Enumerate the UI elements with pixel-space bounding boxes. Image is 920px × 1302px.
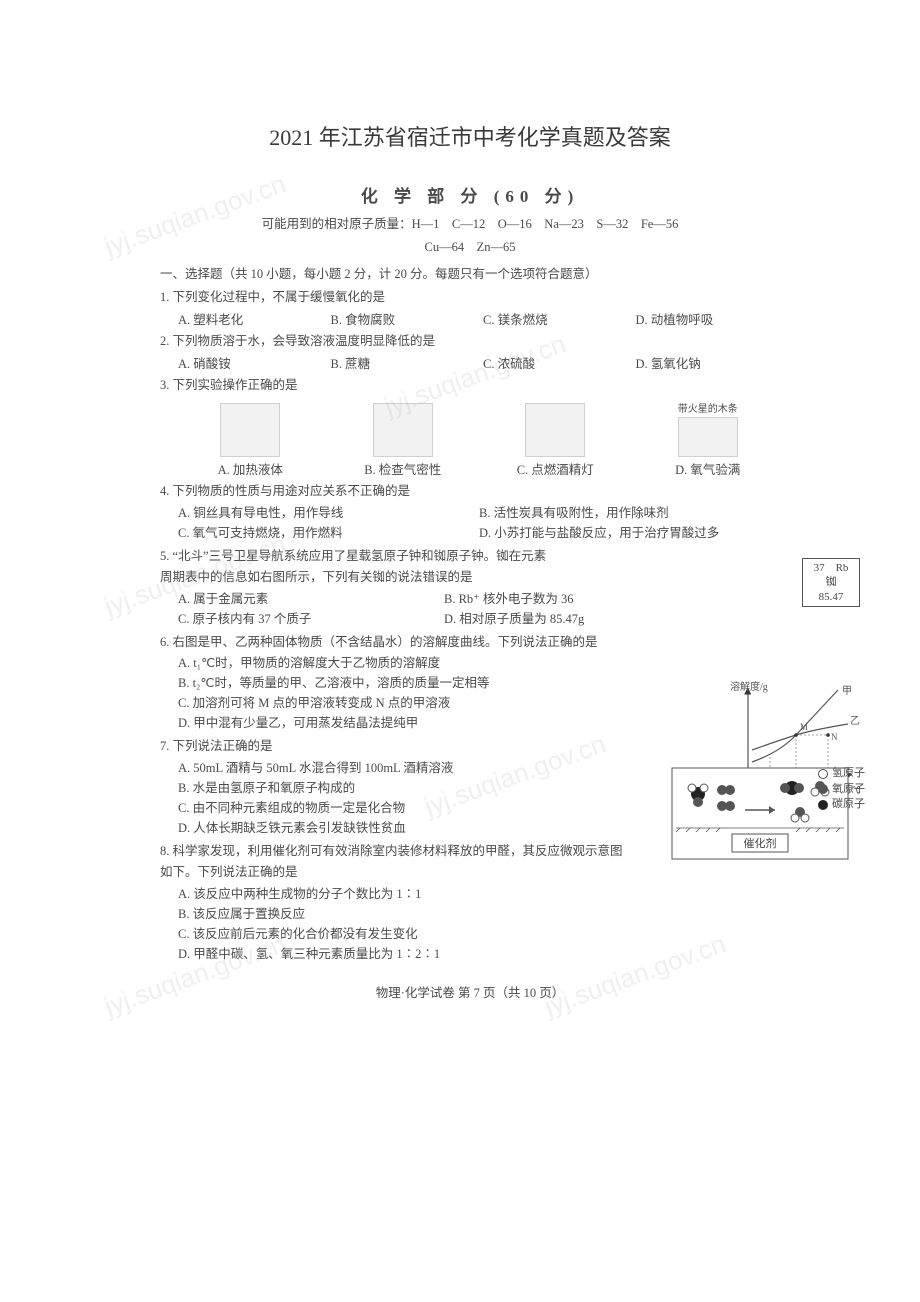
legend-h: 氢原子: [818, 766, 865, 781]
q4-opt-a: A. 铜丝具有导电性，用作导线: [178, 503, 479, 523]
q1-opt-d: D. 动植物呼吸: [636, 309, 781, 328]
q3-opt-d: D. 氧气验满: [636, 459, 781, 478]
airtight-check-icon: [373, 403, 433, 457]
q6-options: A. t₁℃时，甲物质的溶解度大于乙物质的溶解度 B. t₂℃时，等质量的甲、乙…: [178, 653, 780, 733]
q6-opt-a: A. t₁℃时，甲物质的溶解度大于乙物质的溶解度: [178, 653, 640, 673]
q3-opt-c: C. 点燃酒精灯: [483, 459, 628, 478]
q3-fig-b: B. 检查气密性: [331, 403, 476, 478]
carbon-atom-icon: [818, 800, 828, 810]
svg-text:乙: 乙: [850, 715, 860, 727]
q3-opt-b: B. 检查气密性: [331, 459, 476, 478]
q2-options: A. 硝酸铵 B. 蔗糖 C. 浓硫酸 D. 氢氧化钠: [178, 353, 780, 372]
legend-c: 碳原子: [818, 797, 865, 812]
element-number-symbol: 37 Rb: [803, 561, 859, 575]
q1-opt-b: B. 食物腐败: [331, 309, 476, 328]
heating-liquid-icon: [220, 403, 280, 457]
hydrogen-atom-icon: [818, 769, 828, 779]
page-footer: 物理·化学试卷 第 7 页（共 10 页）: [160, 982, 780, 1001]
q5-stem-2: 周期表中的信息如右图所示，下列有关铷的说法错误的是: [160, 568, 780, 587]
q8-stem-2: 如下。下列说法正确的是: [160, 863, 780, 882]
q4-stem: 4. 下列物质的性质与用途对应关系不正确的是: [160, 482, 780, 501]
q8-opt-a: A. 该反应中两种生成物的分子个数比为 1∶1: [178, 884, 580, 904]
curve-jia: [752, 690, 838, 762]
legend-h-label: 氢原子: [832, 766, 865, 781]
q6-stem: 6. 右图是甲、乙两种固体物质（不含结晶水）的溶解度曲线。下列说法正确的是: [160, 633, 780, 652]
catalyst-label: 催化剂: [744, 836, 777, 850]
section-instructions: 一、选择题（共 10 小题，每小题 2 分，计 20 分。每题只有一个选项符合题…: [160, 263, 780, 282]
q6-opt-d: D. 甲中混有少量乙，可用蒸发结晶法提纯甲: [178, 713, 640, 733]
oxygen-atom-icon: [818, 784, 828, 794]
element-name: 铷: [803, 575, 859, 589]
q8-opt-b: B. 该反应属于置换反应: [178, 904, 580, 924]
section-title: 化 学 部 分 (60 分): [160, 182, 780, 207]
legend-c-label: 碳原子: [832, 797, 865, 812]
q8-opt-d: D. 甲醛中碳、氢、氧三种元素质量比为 1∶2∶1: [178, 944, 580, 964]
q1-opt-a: A. 塑料老化: [178, 309, 323, 328]
svg-text:甲: 甲: [842, 686, 852, 697]
q1-options: A. 塑料老化 B. 食物腐败 C. 镁条燃烧 D. 动植物呼吸: [178, 309, 780, 328]
q3-fig-d: 带火星的木条 D. 氧气验满: [636, 400, 781, 478]
q2-opt-b: B. 蔗糖: [331, 353, 476, 372]
reaction-legend: 氢原子 氧原子 碳原子: [818, 766, 865, 812]
atomic-masses-2: Cu—64 Zn—65: [160, 236, 780, 255]
legend-o-label: 氧原子: [832, 782, 865, 797]
q4-opt-b: B. 活性炭具有吸附性，用作除味剂: [479, 503, 780, 523]
q5-opt-b: B. Rb⁺ 核外电子数为 36: [444, 589, 710, 609]
element-mass: 85.47: [803, 590, 859, 604]
q3-figure-row: A. 加热液体 B. 检查气密性 C. 点燃酒精灯 带火星的木条 D. 氧气验满: [178, 400, 780, 478]
q1-opt-c: C. 镁条燃烧: [483, 309, 628, 328]
q2-opt-d: D. 氢氧化钠: [636, 353, 781, 372]
q8-opt-c: C. 该反应前后元素的化合价都没有发生变化: [178, 924, 580, 944]
q3-fig-c: C. 点燃酒精灯: [483, 403, 628, 478]
element-info-box: 37 Rb 铷 85.47: [802, 558, 860, 607]
q4-opt-c: C. 氧气可支持燃烧，用作燃料: [178, 523, 479, 543]
exam-page: 2021 年江苏省宿迁市中考化学真题及答案 化 学 部 分 (60 分) 可能用…: [0, 0, 920, 1041]
q5-opt-c: C. 原子核内有 37 个质子: [178, 609, 444, 629]
q2-opt-c: C. 浓硫酸: [483, 353, 628, 372]
q3-stem: 3. 下列实验操作正确的是: [160, 376, 780, 395]
q3-fig-a: A. 加热液体: [178, 403, 323, 478]
q7-stem: 7. 下列说法正确的是: [160, 737, 780, 756]
light-burner-icon: [525, 403, 585, 457]
svg-text:N: N: [831, 732, 838, 742]
q3-opt-a: A. 加热液体: [178, 459, 323, 478]
q3-fig-d-label: 带火星的木条: [636, 400, 781, 415]
q8-options: A. 该反应中两种生成物的分子个数比为 1∶1 B. 该反应属于置换反应 C. …: [178, 884, 780, 964]
q2-stem: 2. 下列物质溶于水，会导致溶液温度明显降低的是: [160, 332, 780, 351]
q4-opt-d: D. 小苏打能与盐酸反应，用于治疗胃酸过多: [479, 523, 780, 543]
q4-options: A. 铜丝具有导电性，用作导线 C. 氧气可支持燃烧，用作燃料 B. 活性炭具有…: [178, 503, 780, 543]
legend-o: 氧原子: [818, 782, 865, 797]
q5-opt-d: D. 相对原子质量为 85.47g: [444, 609, 710, 629]
page-title: 2021 年江苏省宿迁市中考化学真题及答案: [160, 120, 780, 152]
atomic-masses-1: 可能用到的相对原子质量：H—1 C—12 O—16 Na—23 S—32 Fe—…: [160, 213, 780, 232]
svg-text:M: M: [800, 722, 808, 732]
q6-opt-c: C. 加溶剂可将 M 点的甲溶液转变成 N 点的甲溶液: [178, 693, 640, 713]
oxygen-full-icon: [678, 417, 738, 457]
q5-opt-a: A. 属于金属元素: [178, 589, 444, 609]
q6-opt-b: B. t₂℃时，等质量的甲、乙溶液中，溶质的质量一定相等: [178, 673, 640, 693]
y-axis-label: 溶解度/g: [730, 680, 768, 693]
q2-opt-a: A. 硝酸铵: [178, 353, 323, 372]
q5-options: A. 属于金属元素 C. 原子核内有 37 个质子 B. Rb⁺ 核外电子数为 …: [178, 589, 780, 629]
q1-stem: 1. 下列变化过程中，不属于缓慢氧化的是: [160, 288, 780, 307]
q5-stem-1: 5. “北斗”三号卫星导航系统应用了星载氢原子钟和铷原子钟。铷在元素: [160, 547, 780, 566]
